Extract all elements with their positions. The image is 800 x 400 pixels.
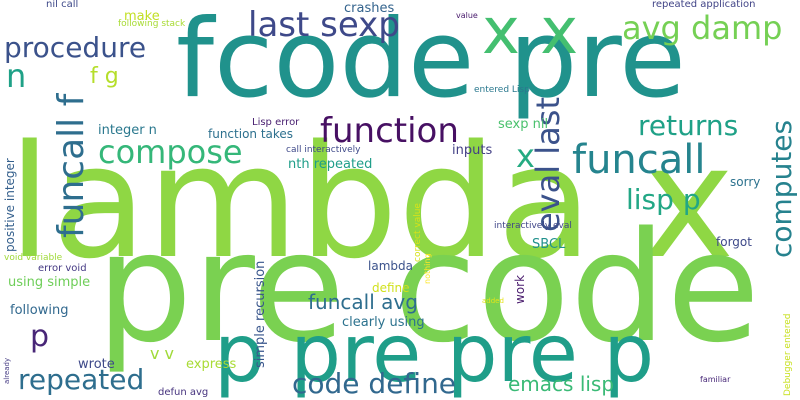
word-function: function — [320, 111, 459, 151]
word-lambda-small: lambda — [368, 259, 413, 273]
word-lisp-p: lisp p — [626, 183, 701, 216]
word-forgot: forgot — [716, 235, 752, 249]
word-nil-call: nil call — [46, 0, 79, 10]
word-nothing: nothing — [423, 253, 432, 284]
word-lambda-x: lambda x — [8, 111, 735, 293]
word-last-sexp: last sexp — [248, 5, 400, 45]
word-sbcl: SBCL — [532, 237, 566, 252]
word-repeated: repeated — [18, 363, 145, 396]
word-added: added — [482, 297, 504, 305]
word-error-void: error void — [38, 263, 87, 274]
word-lisp-error: Lisp error — [252, 117, 300, 128]
word-funcall-f: funcall f — [51, 93, 92, 238]
word-clearly-using: clearly using — [342, 315, 425, 330]
word-crashes: crashes — [344, 1, 395, 16]
word-void-variable: void variable — [4, 253, 63, 263]
word-work: work — [513, 274, 527, 304]
word-emacs-lisp: emacs lisp — [508, 372, 615, 396]
word-n: n — [6, 57, 27, 95]
word-repeated-application: repeated application — [652, 0, 756, 10]
word-simple-recursion: simple recursion — [253, 260, 268, 368]
word-sorry: sorry — [730, 175, 761, 189]
word-function-takes: function takes — [208, 127, 294, 141]
word-x-x: x x — [482, 0, 579, 69]
word-call-interactively: call interactively — [286, 145, 361, 155]
word-using-simple: using simple — [8, 275, 91, 290]
word-wrote: wrote — [78, 357, 115, 372]
word-compose: compose — [98, 133, 243, 171]
word-positive-integer: positive integer — [3, 158, 17, 252]
word-avg-damp: avg damp — [622, 9, 783, 47]
word-sexp-nil: sexp nil — [498, 117, 549, 132]
word-define: define — [372, 281, 410, 295]
word-p-pre-pre-p: p pre pre p — [214, 307, 655, 400]
word-correct-value: correct value — [413, 203, 423, 262]
word-nth-repeated: nth repeated — [288, 157, 373, 172]
word-integer-n: integer n — [98, 123, 157, 138]
word-p-small: p — [30, 319, 50, 354]
word-express: express — [186, 357, 237, 372]
word-defun-avg: defun avg — [158, 387, 209, 398]
word-entered-lisp: entered Lisp — [474, 85, 530, 95]
word-interactively-eval: interactively eval — [494, 221, 572, 231]
word-debugger-entered: Debugger entered — [783, 313, 793, 396]
word-pre-code: pre code — [96, 199, 761, 376]
word-funcall-avg: funcall avg — [308, 290, 418, 314]
word-fcode-pre: fcode pre — [176, 0, 686, 122]
word-code-define: code define — [292, 367, 457, 400]
word-make: make — [124, 9, 160, 24]
word-value: value — [456, 11, 478, 20]
word-following: following — [10, 303, 69, 318]
word-f-g: f g — [90, 64, 119, 89]
word-x-small: x — [516, 137, 535, 175]
word-funcall: funcall — [572, 137, 706, 183]
word-procedure: procedure — [4, 31, 147, 64]
word-already: already — [3, 357, 11, 384]
word-inputs: inputs — [452, 143, 493, 158]
word-computes: computes — [765, 119, 798, 258]
word-v-v: v v — [150, 344, 175, 363]
word-following-stack: following stack — [118, 19, 186, 29]
word-familiar: familiar — [700, 375, 731, 384]
word-returns: returns — [638, 109, 739, 142]
